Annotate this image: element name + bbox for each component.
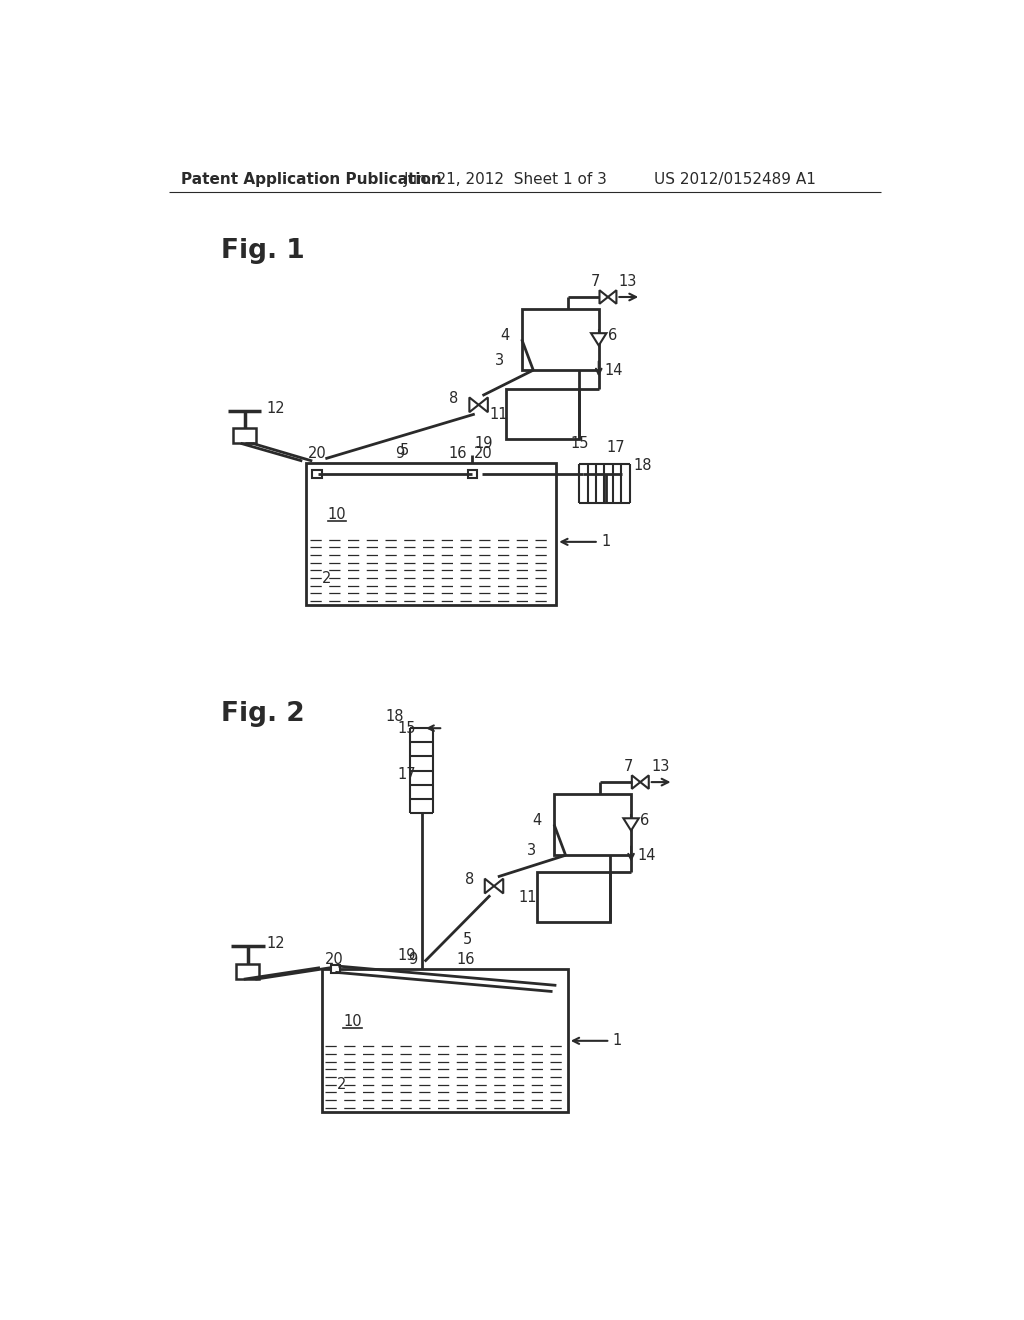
Text: 19: 19 — [397, 948, 416, 962]
Text: Fig. 1: Fig. 1 — [221, 238, 305, 264]
Polygon shape — [624, 818, 639, 830]
Text: 1: 1 — [601, 535, 610, 549]
Bar — [538, 873, 610, 923]
Text: 12: 12 — [266, 401, 285, 416]
Bar — [331, 965, 340, 973]
Text: US 2012/0152489 A1: US 2012/0152489 A1 — [654, 173, 816, 187]
Text: 12: 12 — [267, 936, 286, 952]
Text: 6: 6 — [640, 813, 649, 828]
Text: 2: 2 — [337, 1077, 346, 1092]
Text: 17: 17 — [606, 440, 625, 454]
Bar — [322, 969, 568, 1111]
Text: 18: 18 — [385, 709, 403, 725]
Polygon shape — [478, 397, 487, 412]
Polygon shape — [608, 290, 616, 304]
Polygon shape — [632, 775, 640, 789]
Text: 3: 3 — [527, 843, 537, 858]
Text: 5: 5 — [463, 932, 472, 948]
Polygon shape — [469, 397, 478, 412]
Bar — [554, 793, 631, 855]
Text: 9: 9 — [408, 953, 417, 968]
Text: 15: 15 — [397, 721, 416, 735]
Polygon shape — [591, 333, 606, 346]
Text: 10: 10 — [328, 507, 346, 523]
Text: 20: 20 — [307, 446, 327, 461]
Text: 7: 7 — [624, 759, 633, 775]
Polygon shape — [640, 775, 649, 789]
Text: 17: 17 — [397, 767, 416, 781]
Text: 9: 9 — [394, 446, 403, 461]
Text: 8: 8 — [465, 873, 474, 887]
Text: 2: 2 — [322, 570, 331, 586]
Bar — [306, 462, 556, 605]
Text: 16: 16 — [457, 953, 475, 968]
Text: 8: 8 — [450, 391, 459, 407]
Polygon shape — [494, 879, 503, 894]
Polygon shape — [599, 290, 608, 304]
Bar — [506, 389, 580, 440]
Text: 5: 5 — [400, 442, 410, 458]
Text: Fig. 2: Fig. 2 — [221, 701, 305, 727]
Text: 13: 13 — [651, 759, 670, 775]
Text: 14: 14 — [605, 363, 624, 378]
Text: 4: 4 — [532, 813, 542, 828]
Text: 11: 11 — [489, 408, 508, 422]
Polygon shape — [484, 879, 494, 894]
Bar — [521, 309, 599, 370]
Text: 4: 4 — [500, 327, 509, 343]
Text: 6: 6 — [608, 327, 617, 343]
Text: 11: 11 — [518, 890, 538, 906]
Bar — [233, 428, 256, 444]
Text: 19: 19 — [474, 436, 493, 451]
Bar — [237, 964, 259, 979]
Text: Patent Application Publication: Patent Application Publication — [180, 173, 441, 187]
Text: 20: 20 — [326, 953, 344, 968]
Text: 16: 16 — [449, 446, 467, 461]
Text: 18: 18 — [634, 458, 652, 473]
Text: 3: 3 — [495, 352, 504, 368]
Bar — [312, 470, 322, 478]
Text: 1: 1 — [612, 1034, 622, 1048]
Text: 10: 10 — [343, 1014, 361, 1030]
Text: 20: 20 — [474, 446, 493, 461]
Text: 14: 14 — [637, 847, 655, 863]
Text: Jun. 21, 2012  Sheet 1 of 3: Jun. 21, 2012 Sheet 1 of 3 — [403, 173, 608, 187]
Text: 15: 15 — [570, 436, 589, 451]
Text: 13: 13 — [618, 275, 637, 289]
Text: 7: 7 — [591, 275, 600, 289]
Bar — [468, 470, 477, 478]
